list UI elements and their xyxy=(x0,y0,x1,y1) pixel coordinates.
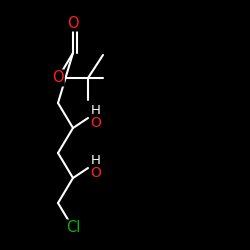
Text: H: H xyxy=(91,154,101,166)
Text: O: O xyxy=(90,166,102,180)
Text: H: H xyxy=(91,104,101,117)
Text: O: O xyxy=(90,116,102,130)
Text: O: O xyxy=(52,70,64,86)
Text: O: O xyxy=(67,16,79,30)
Text: Cl: Cl xyxy=(66,220,80,236)
